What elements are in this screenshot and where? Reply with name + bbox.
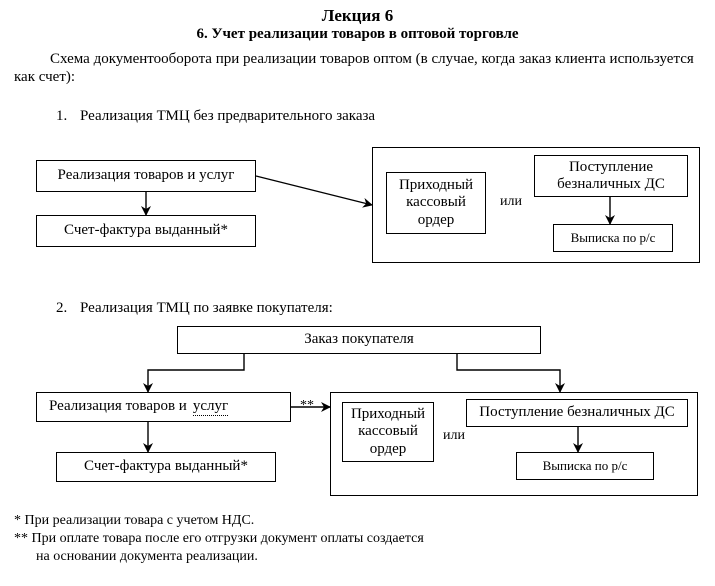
lecture-subtitle: 6. Учет реализации товаров в оптовой тор…: [0, 26, 715, 43]
d2-node-vypiska: Выписка по р/с: [516, 452, 654, 480]
d1-arrow-2: [256, 176, 372, 205]
d1-node-schet-faktura: Счет-фактура выданный*: [36, 215, 256, 247]
d2-arrow-1: [148, 354, 244, 392]
d1-label-ili: или: [500, 194, 522, 210]
d2-label-ili: или: [443, 428, 465, 444]
d2-realizacia-part-b: услуг: [193, 398, 228, 416]
arrows-overlay: [0, 0, 715, 586]
footnote-2: ** При оплате товара после его отгрузки …: [14, 530, 424, 548]
footnote-3: на основании документа реализации.: [36, 548, 258, 566]
d2-node-realizacia: Реализация товаров и услуг: [36, 392, 291, 422]
d2-label-star2: **: [300, 398, 314, 414]
section-2-number: 2.: [56, 300, 67, 317]
d2-arrow-2: [457, 354, 560, 392]
intro-line-1: Схема документооборота при реализации то…: [50, 50, 700, 69]
section-1-text: Реализация ТМЦ без предварительного зака…: [80, 108, 375, 125]
d1-node-realizacia: Реализация товаров и услуг: [36, 160, 256, 192]
d2-node-postuplenie: Поступление безналичных ДС: [466, 399, 688, 427]
d1-node-vypiska: Выписка по р/с: [553, 224, 673, 252]
d2-node-schet-faktura: Счет-фактура выданный*: [56, 452, 276, 482]
intro-line-2: как счет):: [14, 68, 664, 87]
page: Лекция 6 6. Учет реализации товаров в оп…: [0, 0, 715, 586]
section-1-number: 1.: [56, 108, 67, 125]
d1-node-prihodny: Приходный кассовый ордер: [386, 172, 486, 234]
d2-node-zakaz: Заказ покупателя: [177, 326, 541, 354]
d2-node-prihodny: Приходный кассовый ордер: [342, 402, 434, 462]
footnote-1: * При реализации товара с учетом НДС.: [14, 512, 254, 530]
lecture-title: Лекция 6: [0, 6, 715, 26]
section-2-text: Реализация ТМЦ по заявке покупателя:: [80, 300, 333, 317]
d2-realizacia-part-a: Реализация товаров и: [49, 398, 187, 415]
d1-node-postuplenie: Поступление безналичных ДС: [534, 155, 688, 197]
